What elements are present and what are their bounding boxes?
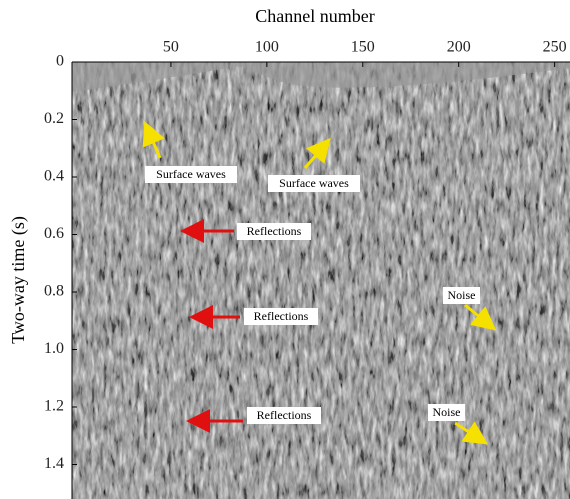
x-tick-label: 200 — [447, 39, 471, 56]
seismic-texture — [72, 62, 570, 499]
annotation-arrow — [454, 421, 489, 445]
annotation-label: Surface waves — [279, 176, 349, 190]
y-tick-label: 0.4 — [44, 168, 64, 185]
y-tick-label: 1.0 — [44, 340, 64, 357]
x-tick-label: 250 — [543, 39, 567, 56]
annotation-label: Reflections — [247, 224, 302, 238]
annotation-box — [443, 287, 480, 304]
y-tick-label: 0.8 — [44, 283, 64, 300]
annotation-label: Reflections — [257, 408, 312, 422]
annotation-box — [247, 407, 321, 424]
annotation-label: Surface waves — [156, 167, 226, 181]
y-tick-label: 1.2 — [44, 398, 64, 415]
annotation-label: Noise — [448, 288, 476, 302]
annotation-label: Noise — [433, 405, 461, 419]
x-tick-label: 100 — [255, 39, 279, 56]
annotation-box — [237, 223, 311, 240]
annotation-box — [244, 308, 318, 325]
annotation-box — [428, 404, 465, 421]
x-tick-label: 150 — [351, 39, 375, 56]
x-tick-label: 50 — [163, 39, 179, 56]
annotation-arrow — [303, 137, 331, 169]
y-tick-label: 0.2 — [44, 110, 64, 127]
annotation-arrow — [142, 120, 165, 159]
annotation-box — [145, 166, 237, 183]
y-tick-label: 0.6 — [44, 225, 64, 242]
annotation-box — [268, 175, 360, 192]
x-axis-label: Channel number — [255, 6, 374, 26]
y-tick-label: 0 — [56, 53, 64, 70]
y-tick-label: 1.4 — [44, 455, 64, 472]
y-axis-label: Two-way time (s) — [8, 216, 29, 344]
first-arrival-zone — [72, 62, 570, 92]
annotation-label: Reflections — [254, 309, 309, 323]
annotation-arrow — [464, 303, 497, 331]
